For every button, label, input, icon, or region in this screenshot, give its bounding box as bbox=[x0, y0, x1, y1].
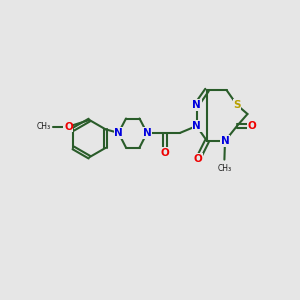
Text: N: N bbox=[114, 128, 123, 138]
Text: N: N bbox=[142, 128, 152, 138]
Text: N: N bbox=[220, 136, 230, 146]
Text: N: N bbox=[192, 121, 201, 131]
Text: CH₃: CH₃ bbox=[37, 122, 51, 131]
Text: O: O bbox=[248, 121, 256, 131]
Text: O: O bbox=[194, 154, 202, 164]
Text: S: S bbox=[233, 100, 241, 110]
Text: O: O bbox=[160, 148, 169, 158]
Text: CH₃: CH₃ bbox=[217, 164, 232, 173]
Text: N: N bbox=[192, 100, 201, 110]
Text: O: O bbox=[64, 122, 73, 132]
